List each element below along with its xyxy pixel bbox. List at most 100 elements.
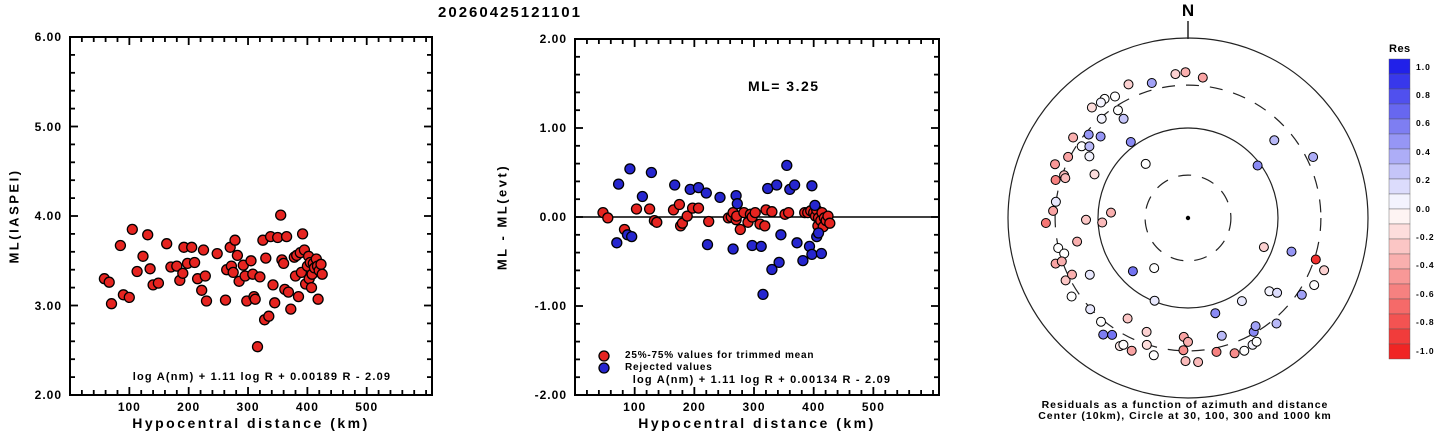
data-point	[105, 298, 118, 310]
data-point	[126, 223, 138, 236]
colorbar-block	[1388, 178, 1411, 195]
data-point	[701, 238, 714, 251]
data-point	[815, 247, 828, 260]
middle-x-tick-label: 400	[802, 400, 826, 414]
data-point	[755, 240, 767, 253]
left-formula-annotation: log A(nm) + 1.11 log R + 0.00189 R - 2.0…	[132, 371, 392, 383]
colorbar-tick-label: 0.0	[1416, 203, 1431, 214]
colorbar-block	[1388, 313, 1411, 330]
data-point	[692, 181, 705, 194]
residual-point	[1180, 356, 1191, 367]
left-x-tick-label: 300	[236, 400, 260, 414]
residual-point	[1193, 357, 1204, 368]
left-y-tick-label: 4.00	[34, 209, 62, 223]
data-point	[703, 215, 715, 228]
data-point	[275, 209, 287, 221]
colorbar-block	[1388, 223, 1411, 240]
distance-ring-100km	[1097, 127, 1279, 309]
colorbar-block	[1388, 238, 1411, 255]
legend-label-rejected: Rejected values	[625, 362, 713, 373]
data-point	[788, 179, 801, 191]
page-title: 20260425121101	[438, 4, 582, 21]
residual-point	[1060, 275, 1071, 286]
residual-point	[1272, 287, 1283, 298]
middle-y-tick-label: -2.00	[534, 388, 567, 402]
middle-formula-annotation: log A(nm) + 1.11 log R + 0.00134 R - 2.0…	[632, 374, 892, 386]
residual-point	[1089, 169, 1100, 180]
middle-x-tick-label: 300	[742, 400, 766, 414]
colorbar-tick-label: 0.8	[1416, 89, 1431, 100]
data-point	[809, 199, 821, 212]
middle-y-tick-label: -1.00	[534, 299, 567, 313]
residual-point	[1107, 329, 1118, 340]
data-point	[161, 238, 173, 250]
data-point	[277, 257, 290, 270]
residual-point	[1180, 67, 1191, 78]
data-point	[734, 223, 746, 236]
middle-y-tick-label: 2.00	[539, 32, 567, 46]
residual-point	[1170, 69, 1181, 80]
colorbar-block	[1388, 133, 1411, 150]
north-direction-label: N	[1181, 1, 1195, 20]
middle-x-tick-label: 500	[861, 400, 885, 414]
colorbar-block	[1388, 163, 1411, 180]
residual-point	[1197, 72, 1208, 83]
residual-point	[1084, 269, 1095, 280]
data-point	[602, 212, 614, 224]
data-point	[263, 310, 275, 322]
residual-point	[1269, 135, 1280, 146]
residual-point	[1096, 316, 1106, 327]
data-point	[611, 237, 623, 249]
colorbar-tick-label: 1.0	[1416, 61, 1431, 72]
residual-point	[1271, 318, 1282, 329]
left-x-tick-label: 100	[117, 400, 141, 414]
residual-point	[1296, 289, 1307, 300]
residual-point	[1118, 113, 1129, 124]
residual-point	[1183, 336, 1193, 347]
residual-point	[1084, 151, 1095, 162]
residual-point	[1252, 160, 1263, 171]
data-point	[766, 263, 778, 276]
data-point	[254, 271, 266, 283]
polar-caption-line2: Center (10km), Circle at 30, 100, 300 an…	[1038, 410, 1332, 422]
data-point	[781, 159, 793, 172]
center-dot	[1185, 215, 1191, 221]
residual-point	[1236, 296, 1247, 307]
data-point	[797, 254, 809, 267]
colorbar-block	[1388, 253, 1411, 270]
residual-point	[1178, 345, 1189, 356]
colorbar-block	[1388, 298, 1411, 315]
data-point	[114, 239, 127, 252]
data-point	[280, 230, 293, 243]
middle-x-tick-label: 100	[623, 400, 647, 414]
data-point	[669, 179, 681, 191]
data-point	[131, 265, 143, 278]
data-point	[137, 250, 149, 262]
residual-point	[1048, 205, 1059, 216]
data-point	[260, 252, 272, 264]
colorbar-tick-label: 0.6	[1416, 118, 1431, 129]
data-point	[219, 294, 232, 306]
residual-point	[1149, 263, 1160, 274]
residual-point	[1113, 105, 1123, 116]
colorbar-block	[1388, 103, 1411, 120]
residual-point	[1110, 91, 1120, 102]
data-point	[282, 286, 295, 298]
event-magnitude-annotation: ML= 3.25	[748, 78, 820, 94]
left-x-tick-label: 500	[355, 400, 379, 414]
data-point	[305, 281, 318, 294]
colorbar-tick-label: -0.6	[1416, 288, 1435, 299]
residual-point	[1098, 329, 1109, 340]
data-point	[624, 163, 636, 175]
colorbar-block	[1388, 343, 1411, 360]
polar-caption-line1: Residuals as a function of azimuth and d…	[1041, 399, 1329, 411]
legend-marker-rejected	[598, 362, 610, 374]
residual-point	[1072, 236, 1083, 247]
data-point	[316, 268, 328, 280]
residual-point	[1141, 326, 1152, 337]
data-point	[211, 247, 223, 260]
data-point	[700, 187, 712, 199]
residual-point	[1308, 152, 1319, 162]
residual-point	[1258, 242, 1269, 253]
